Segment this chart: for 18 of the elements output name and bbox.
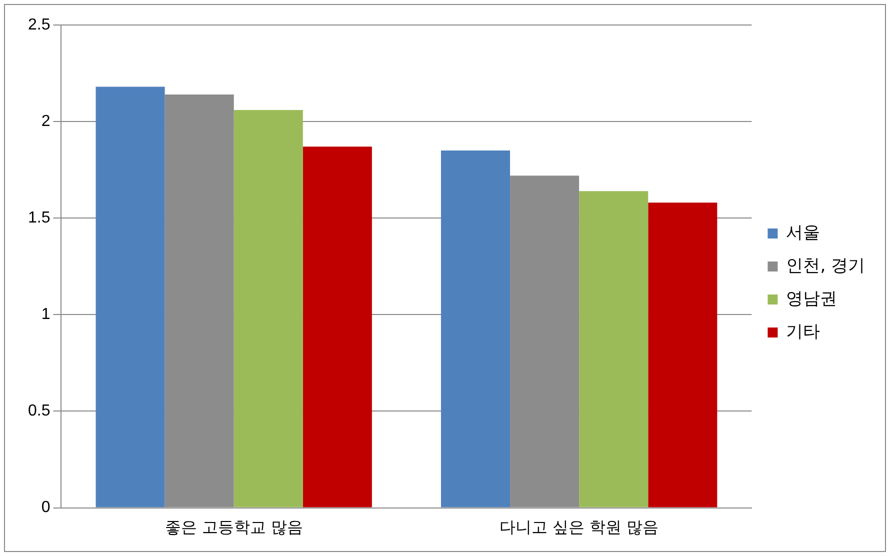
x-tick-label: 다니고 싶은 학원 많음: [499, 518, 659, 537]
legend-label: 기타: [786, 322, 820, 342]
bar: [579, 191, 648, 508]
bar: [440, 150, 510, 508]
legend-label: 인천, 경기: [786, 256, 866, 276]
bar: [234, 110, 303, 508]
y-tick-label: 0: [41, 499, 50, 516]
bar: [96, 86, 165, 508]
x-tick-label: 좋은 고등학교 많음: [164, 518, 303, 537]
bar: [648, 202, 718, 508]
legend-label: 서울: [786, 222, 820, 243]
bar: [302, 146, 372, 508]
y-tick-label: 2.5: [28, 16, 50, 34]
legend-label: 영남권: [786, 288, 838, 309]
y-tick-label: 0.5: [28, 402, 50, 420]
y-tick-label: 1.5: [28, 210, 50, 227]
y-tick-label: 1: [41, 306, 50, 324]
y-tick-label: 2: [41, 112, 50, 130]
